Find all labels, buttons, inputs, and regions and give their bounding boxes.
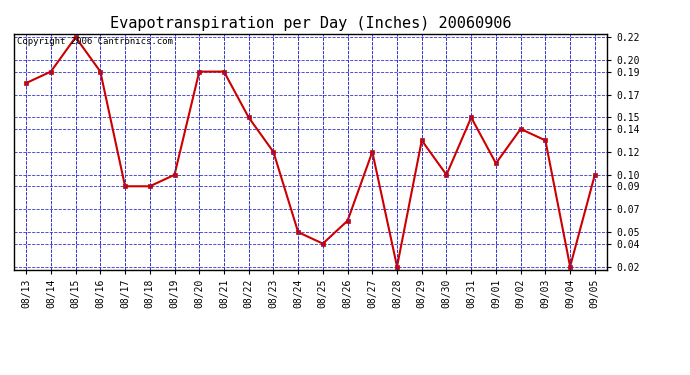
Text: Copyright 2006 Cantronics.com: Copyright 2006 Cantronics.com — [17, 37, 172, 46]
Title: Evapotranspiration per Day (Inches) 20060906: Evapotranspiration per Day (Inches) 2006… — [110, 16, 511, 31]
